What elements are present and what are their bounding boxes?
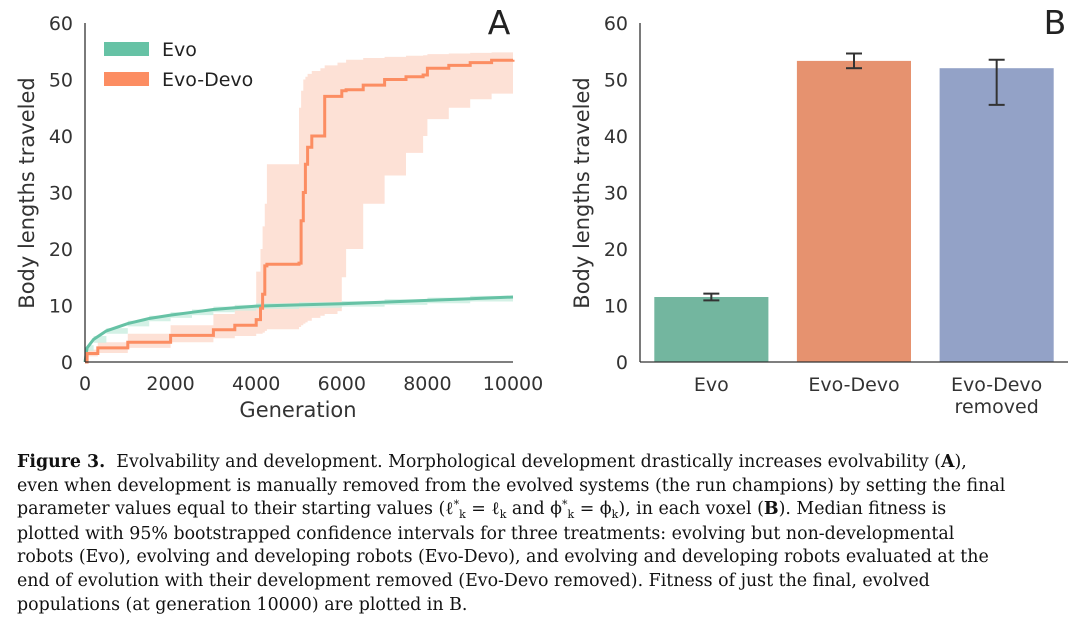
caption-line-6: end of evolution with their development … [17, 570, 930, 591]
caption-line-3d: = ϕ [574, 499, 612, 520]
caption-line-3b: = ℓ [465, 499, 500, 520]
evo-devo-confidence-band [85, 51, 513, 363]
x-axis-label-a: Generation [239, 398, 356, 422]
y-axis-label-b: Body lengths traveled [570, 77, 594, 308]
x-tick-label-a: 2000 [146, 373, 194, 395]
caption-ref-b: B [763, 499, 779, 520]
x-tick-labels-a: 0 2000 4000 6000 8000 10000 [79, 373, 543, 395]
x-tick-label-b: Evo-Devo [808, 374, 899, 396]
y-tick-label-a: 20 [49, 239, 73, 261]
evo-median-line [83, 295, 514, 363]
y-tick-label-a: 30 [49, 183, 73, 205]
panel-label-b: B [1044, 3, 1067, 42]
x-tick-label-a: 6000 [318, 373, 366, 395]
y-tick-label-b: 10 [604, 296, 628, 318]
caption-line-1c: ), [954, 452, 967, 472]
caption-sub-3: k [567, 508, 575, 522]
legend-swatch-evo-devo [104, 72, 149, 86]
caption-line-5: robots (Evo), evolving and developing ro… [17, 547, 989, 568]
y-tick-label-b: 0 [616, 352, 628, 374]
caption-sub-2: k [499, 508, 507, 522]
x-tick-label-a: 8000 [403, 373, 451, 395]
caption-line-3g: ). Median fitness is [778, 499, 947, 520]
caption-sup-1: * [453, 498, 460, 512]
x-tick-label-b: Evo-Devo [951, 374, 1042, 396]
y-tick-label-b: 30 [604, 183, 628, 205]
legend-label-evo-devo: Evo-Devo [162, 69, 253, 91]
figure-canvas: 0 10 20 30 40 50 60 0 2000 4000 6000 8000 10000 Gen… [15, 3, 1068, 422]
caption-line-3a: parameter values equal to their starting… [17, 499, 454, 520]
caption-ref-a: A [940, 452, 955, 472]
y-tick-label-b: 20 [604, 239, 628, 261]
x-tick-label-a: 4000 [232, 373, 280, 395]
y-tick-label-b: 50 [604, 70, 628, 92]
panel-a: 0 10 20 30 40 50 60 0 2000 4000 6000 8000 10000 Gen… [15, 3, 543, 422]
caption-line-2: even when development is manually remove… [17, 475, 1006, 496]
caption-sub-1: k [459, 508, 466, 522]
evo-devo-median-line [85, 58, 515, 364]
y-tick-label-a: 50 [49, 70, 73, 92]
panel-label-a: A [488, 3, 511, 42]
caption-line-3e: ), in each voxel ( [618, 499, 764, 520]
x-tick-label-a: 0 [79, 373, 91, 395]
legend-label-evo: Evo [162, 39, 197, 61]
x-tick-label-b: Evo [694, 374, 729, 396]
caption-sub-4: k [611, 508, 619, 522]
legend-swatch-evo [104, 42, 149, 56]
y-tick-label-b: 40 [604, 126, 628, 148]
bar-2 [939, 68, 1054, 362]
y-tick-label-a: 10 [49, 296, 73, 318]
y-axis-label-a: Body lengths traveled [15, 77, 39, 308]
y-tick-label-a: 0 [61, 352, 73, 374]
y-tick-label-a: 40 [49, 126, 73, 148]
caption-line-3c: and ϕ [506, 499, 562, 520]
caption-line-4: plotted with 95% bootstrapped confidence… [17, 523, 955, 544]
figure-caption: Figure 3. Evolvability and development. … [17, 451, 1072, 617]
y-tick-labels-b: 0 10 20 30 40 50 60 [604, 13, 628, 374]
caption-line-1a: Evolvability and development. Morphologi… [116, 452, 941, 472]
bars-b [654, 52, 1054, 363]
caption-label: Figure 3. [17, 452, 106, 472]
x-tick-label-b: removed [955, 396, 1039, 418]
y-tick-labels-a: 0 10 20 30 40 50 60 [49, 13, 73, 374]
y-tick-label-b: 60 [604, 13, 628, 35]
legend: Evo Evo-Devo [104, 39, 253, 91]
caption-sup-2: * [562, 498, 568, 512]
caption-line-7: populations (at generation 10000) are pl… [17, 594, 468, 615]
bar-0 [654, 297, 769, 362]
y-tick-label-a: 60 [49, 13, 73, 35]
x-tick-label-a: 10000 [483, 373, 543, 395]
bar-1 [796, 60, 911, 363]
